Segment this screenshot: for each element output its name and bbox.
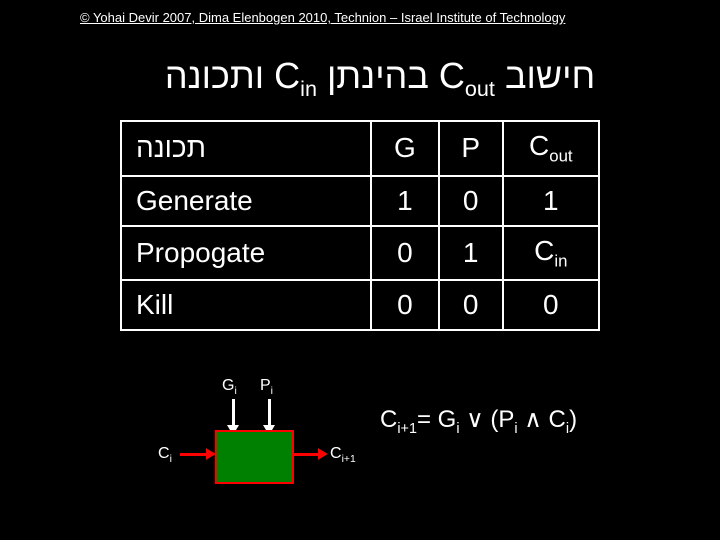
- cell-name: Propogate: [121, 226, 371, 281]
- cell-name: Kill: [121, 280, 371, 330]
- truth-table: תכונה G P Cout Generate 1 0 1 Propogate …: [120, 120, 600, 331]
- p-label: Pi: [260, 377, 273, 397]
- header-p: P: [439, 121, 503, 176]
- table-row: Kill 0 0 0: [121, 280, 599, 330]
- slide-title: חישוב Cout בהינתן Cin ותכונה: [80, 55, 680, 102]
- g-arrow-icon: [232, 399, 235, 427]
- cout-label: Ci+1: [330, 445, 356, 465]
- cell-cout: 1: [503, 176, 599, 226]
- p-arrow-icon: [268, 399, 271, 427]
- g-label: Gi: [222, 377, 237, 397]
- cell-p: 1: [439, 226, 503, 281]
- header-g: G: [371, 121, 439, 176]
- cell-p: 0: [439, 280, 503, 330]
- cell-name: Generate: [121, 176, 371, 226]
- header-property: תכונה: [121, 121, 371, 176]
- cin-arrow-icon: [180, 453, 208, 456]
- table-row: Propogate 0 1 Cin: [121, 226, 599, 281]
- block-diagram: Gi Pi Ci Ci+1: [150, 375, 350, 515]
- copyright-line: © Yohai Devir 2007, Dima Elenbogen 2010,…: [80, 10, 640, 27]
- table-row: Generate 1 0 1: [121, 176, 599, 226]
- cell-g: 0: [371, 280, 439, 330]
- cell-p: 0: [439, 176, 503, 226]
- table-header-row: תכונה G P Cout: [121, 121, 599, 176]
- cell-cout: Cin: [503, 226, 599, 281]
- adder-box: [215, 430, 294, 484]
- cell-cout: 0: [503, 280, 599, 330]
- cell-g: 1: [371, 176, 439, 226]
- formula-text: Ci+1= Gi ∨ (Pi ∧ Ci): [380, 405, 577, 437]
- cell-g: 0: [371, 226, 439, 281]
- header-cout: Cout: [503, 121, 599, 176]
- cout-arrow-icon: [292, 453, 320, 456]
- cin-label: Ci: [158, 445, 172, 465]
